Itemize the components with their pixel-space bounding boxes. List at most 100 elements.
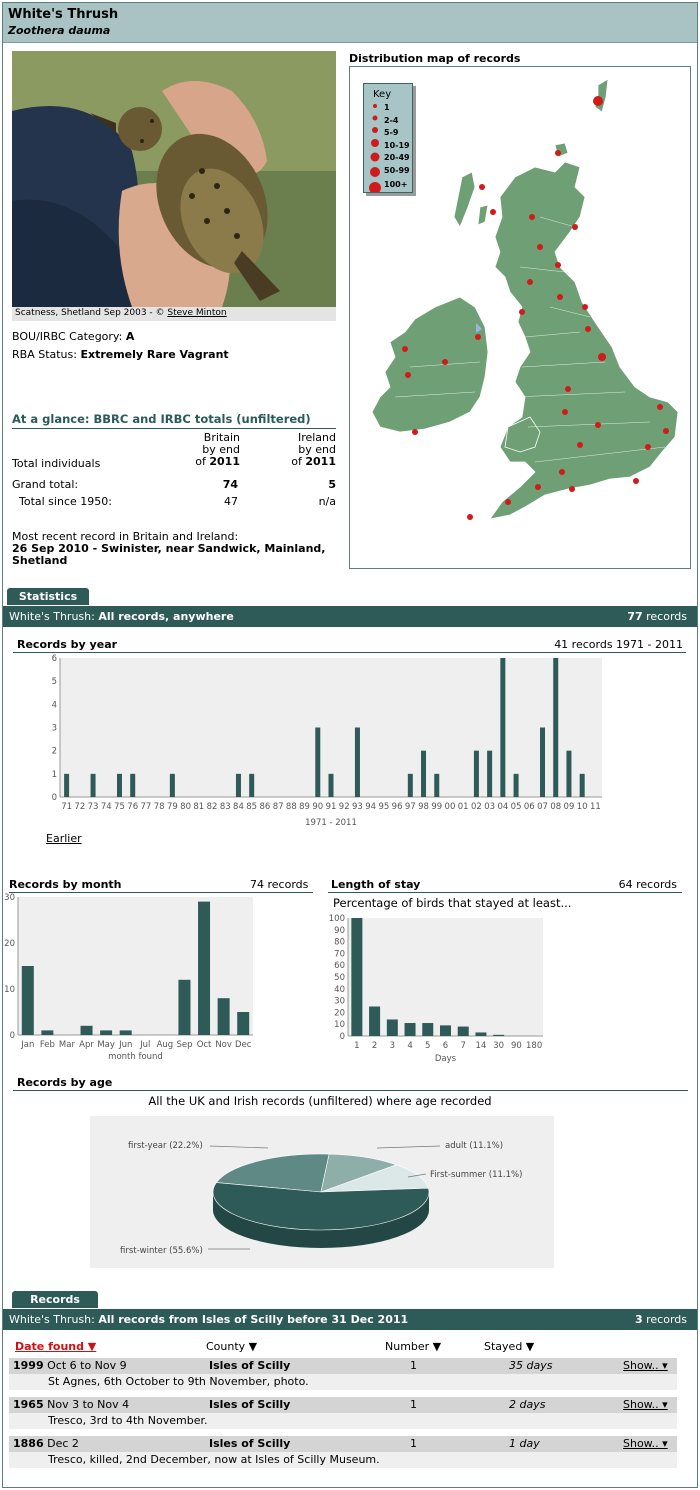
stats-bar-scope: All records, anywhere: [98, 610, 234, 623]
x-tick-label: Jul: [139, 1040, 150, 1050]
record-stayed: 2 days: [509, 1398, 546, 1411]
y-tick-label: 1: [52, 770, 57, 780]
y-tick-label: 100: [329, 914, 345, 924]
x-tick-label: 80: [180, 802, 191, 812]
record-description: Tresco, killed, 2nd December, now at Isl…: [9, 1452, 677, 1468]
sort-number[interactable]: Number ▼: [385, 1340, 442, 1353]
x-tick-label: 6: [443, 1041, 448, 1051]
x-tick-label: 91: [326, 802, 337, 812]
key-title: Key: [373, 89, 392, 100]
bar: [351, 918, 363, 1036]
x-tick-label: 88: [286, 802, 297, 812]
record-dates: Nov 3 to Nov 4: [43, 1398, 130, 1411]
record-county: Isles of Scilly: [209, 1398, 291, 1411]
glance-ireland-header: Ireland by end of 2011: [246, 432, 336, 468]
x-tick-label: 09: [564, 802, 575, 812]
distribution-map[interactable]: Key 1 2-4 5-9 10-19 20-49 50-99 100+: [349, 66, 691, 569]
record-show-toggle[interactable]: Show.. ▾: [623, 1398, 668, 1411]
pie-leader-line: [407, 1173, 427, 1178]
map-key: Key 1 2-4 5-9 10-19 20-49 50-99 100+: [363, 83, 413, 193]
record-number: 1: [410, 1398, 417, 1411]
bar: [386, 1019, 398, 1036]
stay-subtitle: Percentage of birds that stayed at least…: [333, 896, 572, 910]
sort-date-found[interactable]: Date found ▼: [15, 1340, 97, 1353]
x-tick-label: Mar: [59, 1040, 76, 1050]
x-axis-label: 1971 - 2011: [305, 818, 357, 828]
x-tick-label: 98: [418, 802, 429, 812]
pie-label: First-summer (11.1%): [430, 1170, 522, 1180]
by-age-title: Records by age: [17, 1076, 113, 1089]
bar: [369, 1006, 381, 1036]
bar: [421, 750, 427, 797]
bar: [566, 750, 572, 797]
x-tick-label: Feb: [40, 1040, 55, 1050]
key-label-7: 100+: [384, 180, 408, 189]
record-date: 1965 Nov 3 to Nov 4: [13, 1397, 129, 1413]
pie-slice: [320, 1153, 398, 1193]
x-tick-label: 71: [61, 802, 72, 812]
x-tick-label: 3: [390, 1041, 395, 1051]
table-row: 1886 Dec 2 Isles of Scilly 1 1 day Show.…: [9, 1436, 677, 1452]
y-tick-label: 5: [52, 677, 57, 687]
x-tick-label: 04: [497, 802, 508, 812]
x-tick-label: 01: [458, 802, 469, 812]
caption-text: Scatness, Shetland Sep 2003 - ©: [15, 308, 168, 318]
bar: [579, 773, 585, 797]
map-title: Distribution map of records: [349, 52, 521, 65]
bird-photo: [12, 51, 336, 307]
x-tick-label: 75: [114, 802, 125, 812]
x-tick-label: 79: [167, 802, 178, 812]
x-tick-label: 85: [246, 802, 257, 812]
bar: [169, 773, 175, 797]
record-show-toggle[interactable]: Show.. ▾: [623, 1437, 668, 1450]
stay-rule: [328, 892, 682, 893]
statistics-bar-left: White's Thrush: All records, anywhere: [9, 606, 234, 627]
bar: [500, 658, 506, 797]
x-axis-label: month found: [108, 1052, 163, 1062]
since-1950-label: Total since 1950:: [19, 495, 112, 508]
species-header: White's Thrush Zoothera dauma: [3, 3, 697, 43]
record-county: Isles of Scilly: [209, 1437, 291, 1450]
x-tick-label: Jan: [20, 1040, 34, 1050]
x-axis-label: Days: [435, 1054, 457, 1064]
x-tick-label: 00: [445, 802, 456, 812]
tab-statistics[interactable]: Statistics: [7, 588, 89, 605]
bar: [21, 966, 34, 1035]
plot-area: [18, 897, 253, 1035]
sort-stayed[interactable]: Stayed ▼: [484, 1340, 535, 1353]
records-bar-scope: All records from Isles of Scilly before …: [98, 1313, 409, 1326]
ireland-head-1: Ireland: [297, 431, 336, 444]
key-dots: [369, 104, 381, 192]
grand-total-label: Grand total:: [12, 478, 79, 491]
tab-records[interactable]: Records: [12, 1291, 98, 1308]
photographer-link[interactable]: Steve Minton: [167, 308, 227, 318]
x-tick-label: 81: [193, 802, 204, 812]
since-1950-ireland: n/a: [318, 495, 336, 508]
y-tick-label: 20: [334, 1008, 345, 1018]
x-tick-label: 72: [74, 802, 85, 812]
bar: [440, 1025, 451, 1036]
sort-county[interactable]: County ▼: [206, 1340, 258, 1353]
x-tick-label: 99: [431, 802, 442, 812]
key-label-1: 1: [384, 103, 390, 112]
ireland-head-3: of 2011: [246, 456, 336, 468]
bar: [475, 1032, 487, 1036]
species-scientific-name: Zoothera dauma: [8, 24, 111, 37]
record-show-toggle[interactable]: Show.. ▾: [623, 1359, 668, 1372]
bar: [100, 1030, 113, 1035]
pie-slice: [212, 1182, 430, 1231]
x-tick-label: Aug: [157, 1040, 174, 1050]
x-tick-label: 94: [365, 802, 376, 812]
status-label: RBA Status:: [12, 348, 81, 361]
x-tick-label: 02: [471, 802, 482, 812]
x-tick-label: Nov: [215, 1040, 232, 1050]
x-tick-label: 30: [493, 1041, 504, 1051]
y-tick-label: 30: [334, 997, 345, 1007]
record-number: 1: [410, 1359, 417, 1372]
records-by-age-chart: first-year (22.2%) adult (11.1%) First-sum…: [90, 1116, 554, 1268]
x-tick-label: 97: [405, 802, 416, 812]
bar: [404, 1023, 416, 1036]
plot-area: [348, 918, 543, 1036]
record-stayed: 1 day: [509, 1437, 540, 1450]
earlier-link[interactable]: Earlier: [46, 832, 82, 845]
